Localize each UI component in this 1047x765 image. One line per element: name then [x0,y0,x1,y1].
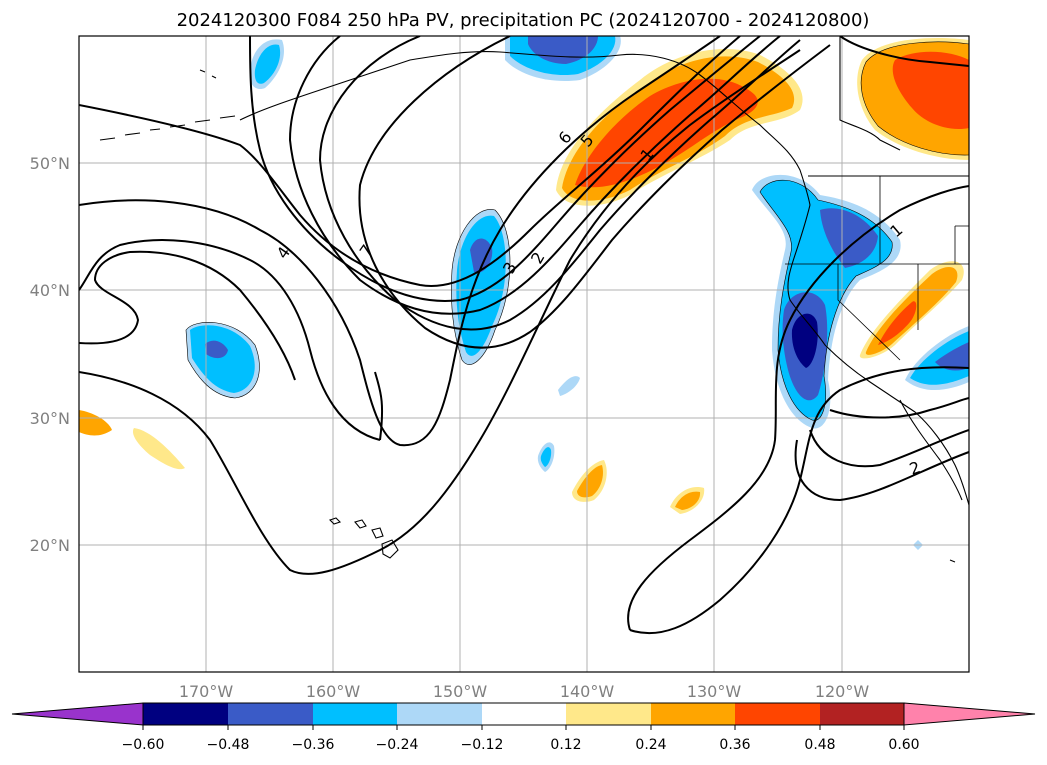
colorbar-bin [566,703,651,725]
colorbar-bin [228,703,313,725]
colorbar-labels: −0.60 −0.48 −0.36 −0.24 −0.12 0.12 0.24 … [122,737,920,753]
colorbar-bin [482,703,566,725]
lon-axis: 170°W 160°W 150°W 140°W 130°W 120°W [179,682,870,701]
coastline-islands [199,69,956,563]
colorbar-label: 0.36 [719,737,750,753]
pv-contour-4-inner [79,239,381,441]
lon-tick-label: 130°W [687,682,742,701]
colorbar-label: −0.12 [461,737,504,753]
colorbar-label: 0.24 [635,737,666,753]
pv-contour-loop-d [318,36,801,331]
outline-west-coast [759,179,893,421]
pv-contour-7 [79,250,296,381]
pv-contour-east-4 [809,429,969,468]
colorbar-bin [143,703,228,725]
pv-contour-ne [839,36,969,67]
colorbar-bin [820,703,904,725]
pv-contour-loop-b [249,36,761,302]
precip-area-southwest-us-max [878,301,917,345]
state-borders [785,176,969,361]
lon-tick-label: 160°W [306,682,361,701]
colorbar: −0.60 −0.48 −0.36 −0.24 −0.12 0.12 0.24 … [11,702,1036,753]
precip-area-west-pacific-max [205,340,228,359]
pv-contours [79,36,969,635]
precip-area-southwest-neg-max [935,342,969,371]
pv-contour-dip [374,371,384,441]
precip-area-bering-core [254,44,281,84]
pv-contour-south [79,49,801,575]
pv-contour-4-outer [79,36,721,447]
colorbar-label: 0.60 [888,737,919,753]
border-alaska-canada [839,36,901,151]
lat-tick-label: 20°N [30,536,70,555]
pv-contour-loop-c [288,36,781,315]
lon-tick-label: 140°W [560,682,615,701]
colorbar-label: 0.12 [550,737,581,753]
precip-area-hawaii-ne [132,428,185,470]
graticule [79,36,969,672]
colorbar-bin [313,703,397,725]
colorbar-label: −0.24 [376,737,419,753]
precip-area-canada-max [892,51,969,130]
outline-canada [860,41,969,156]
coastline-alaska [239,51,811,206]
lat-tick-label: 50°N [30,154,70,173]
outline-west-pacific [185,322,260,399]
colorbar-bin [651,703,735,725]
precip-area-west-coast-mid-north [820,208,878,268]
precip-area-west-edge [79,410,112,436]
colorbar-under-arrow [11,702,144,726]
map-title: 2024120300 F084 250 hPa PV, precipitatio… [177,10,870,31]
colorbar-label: −0.60 [122,737,165,753]
colorbar-label: 0.48 [804,737,835,753]
pv-contour-loop-a [79,36,741,287]
outline-central-pacific [451,209,511,365]
map-panel: 4 7 6 5 1 3 2 1 2 50°N 40°N 30°N 20°N 17… [30,35,970,701]
precip-area-small-1-core [540,447,552,467]
precip-area-small-2 [558,376,580,396]
pv-contour-east-3 [794,439,969,502]
lon-tick-label: 120°W [815,682,870,701]
coastline-baja [899,399,963,501]
coastlines [99,36,969,563]
precip-area-mid-pacific-2-core [675,491,701,510]
lat-axis: 50°N 40°N 30°N 20°N [30,154,70,555]
pv-contour-east-2 [629,366,969,635]
precip-area-central-pacific-max [470,238,493,273]
precip-area-central-pacific-core [456,215,506,356]
colorbar-bin [735,703,820,725]
precip-area-mid-pacific-1-core [577,465,603,498]
colorbar-label: −0.36 [292,737,335,753]
colorbar-frame [142,702,905,726]
precip-area-southwest-neg-core [910,331,969,385]
colorbar-ticks [142,725,905,730]
pv-contour-loop-e [358,36,831,349]
colorbar-label: −0.48 [207,737,250,753]
pv-contour-east-5 [829,397,969,419]
map-frame [78,35,970,673]
colorbar-bin [397,703,482,725]
coastline-hawaii [328,517,399,559]
lat-tick-label: 30°N [30,409,70,428]
lat-tick-label: 40°N [30,281,70,300]
precip-area-gulf-of-alaska-max [575,78,758,188]
pv-contour-east-1 [627,185,969,631]
colorbar-over-arrow [903,702,1036,726]
precip-outlines [185,41,969,421]
lon-tick-label: 150°W [433,682,488,701]
lon-tick-label: 170°W [179,682,234,701]
